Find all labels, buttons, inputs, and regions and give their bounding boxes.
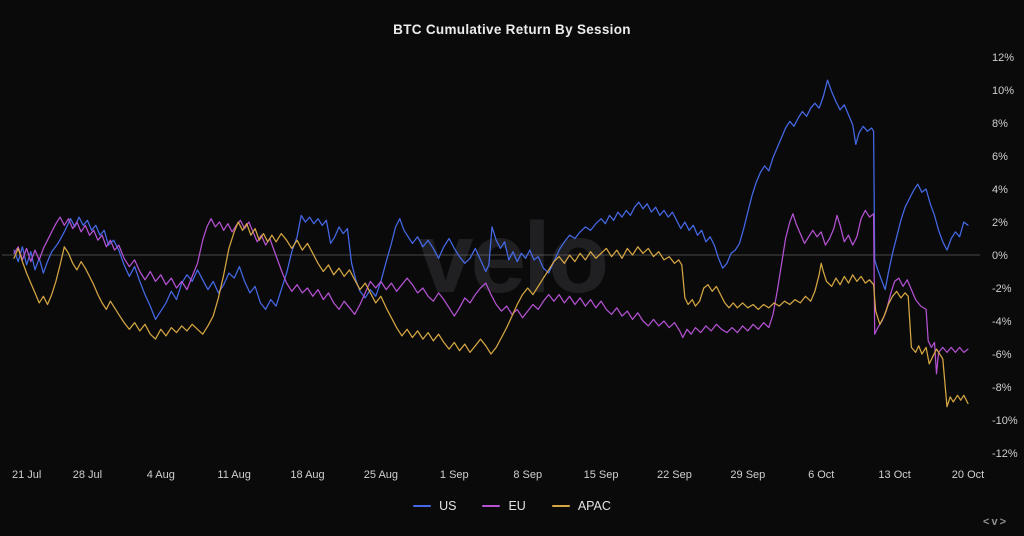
x-axis-label: 15 Sep [584,469,619,481]
velo-logo[interactable]: <v> [983,516,1008,528]
chart-legend: US EU APAC [0,497,1024,515]
x-axis-label: 1 Sep [440,469,469,481]
x-axis-label: 4 Aug [147,469,175,481]
x-axis-label: 29 Sep [730,469,765,481]
y-axis-label: 2% [992,217,1008,229]
x-axis-label: 18 Aug [290,469,324,481]
y-axis-label: 8% [992,118,1008,130]
legend-item-eu[interactable]: EU [482,499,526,513]
y-axis-label: -2% [992,283,1012,295]
x-axis-label: 22 Sep [657,469,692,481]
x-axis-label: 11 Aug [217,469,250,481]
legend-label-eu: EU [508,499,526,513]
y-axis-label: 0% [992,250,1008,262]
x-axis-label: 25 Aug [364,469,398,481]
y-axis-label: 4% [992,184,1008,196]
y-axis-label: -4% [992,316,1012,328]
y-axis-label: -10% [992,415,1018,427]
y-axis-label: 10% [992,85,1014,97]
series-line-us [13,79,969,321]
x-axis-label: 21 Jul [12,469,41,481]
y-axis-label: 12% [992,52,1014,64]
legend-label-us: US [439,499,457,513]
eu-series-swatch [482,505,501,507]
x-axis-label: 8 Sep [513,469,542,481]
legend-item-us[interactable]: US [413,499,456,513]
x-axis-label: 13 Oct [878,469,910,481]
series-line-eu [13,209,969,375]
y-axis-label: -6% [992,349,1012,361]
series-line-apac [13,221,969,408]
x-axis-label: 6 Oct [808,469,834,481]
x-axis-label: 28 Jul [73,469,102,481]
us-series-swatch [413,505,432,507]
x-axis-label: 20 Oct [952,469,984,481]
y-axis-label: -12% [992,448,1018,460]
legend-label-apac: APAC [577,499,611,513]
y-axis-label: 6% [992,151,1008,163]
legend-item-apac[interactable]: APAC [551,499,611,513]
apac-series-swatch [551,505,570,507]
y-axis-label: -8% [992,382,1012,394]
chart-title: BTC Cumulative Return By Session [393,22,631,37]
